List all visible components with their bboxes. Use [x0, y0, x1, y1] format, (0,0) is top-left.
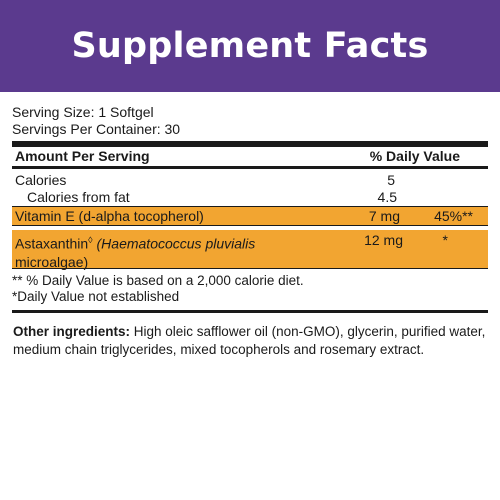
table-row-calories: Calories 5: [12, 172, 488, 189]
diamond-mark: ◊: [88, 235, 93, 245]
nutrient-daily-value: 45%**: [434, 208, 473, 224]
divider-bottom: [12, 310, 488, 313]
servings-per-container: Servings Per Container: 30: [12, 121, 181, 137]
header-banner: Supplement Facts: [0, 0, 500, 92]
table-header: Amount Per Serving % Daily Value: [12, 147, 488, 166]
other-ingredients-text: High oleic safflower oil (non-GMO), glyc…: [13, 324, 486, 357]
nutrient-amount: 12 mg: [364, 232, 403, 248]
table-row-vitamin-e: Vitamin E (d-alpha tocopherol) 7 mg 45%*…: [12, 206, 488, 226]
nutrient-name: Vitamin E (d-alpha tocopherol): [15, 208, 204, 224]
serving-size: Serving Size: 1 Softgel: [12, 104, 154, 120]
table-row-calories-from-fat: Calories from fat 4.5: [12, 189, 488, 206]
daily-value-header: % Daily Value: [369, 148, 460, 164]
other-ingredients: Other ingredients: High oleic safflower …: [12, 321, 488, 359]
divider-thick: [12, 141, 488, 147]
other-ingredients-label: Other ingredients:: [13, 324, 131, 339]
astaxanthin-source: (Haematococcus pluvialis: [96, 235, 256, 252]
supplement-facts-panel: Serving Size: 1 Softgel Servings Per Con…: [12, 104, 488, 359]
nutrient-daily-value: *: [442, 232, 448, 248]
nutrient-name: Calories from fat: [27, 189, 130, 205]
nutrient-amount: 5: [387, 172, 395, 188]
nutrient-name: Calories: [15, 172, 67, 188]
astaxanthin-source-line2: microalgae): [15, 253, 89, 270]
footnote-not-established: *Daily Value not established: [12, 289, 180, 304]
divider-medium: [12, 166, 488, 169]
footnote-daily-value: ** % Daily Value is based on a 2,000 cal…: [12, 273, 304, 288]
astaxanthin-label: Astaxanthin: [15, 235, 89, 252]
amount-per-serving-header: Amount Per Serving: [15, 148, 150, 164]
page-title: Supplement Facts: [71, 26, 429, 66]
nutrient-name: Astaxanthin◊ (Haematococcus pluvialis mic…: [15, 231, 315, 271]
table-row-astaxanthin: Astaxanthin◊ (Haematococcus pluvialis mic…: [12, 230, 488, 271]
nutrient-amount: 7 mg: [368, 208, 400, 224]
footnotes: ** % Daily Value is based on a 2,000 cal…: [12, 273, 488, 305]
nutrient-amount: 4.5: [377, 189, 397, 205]
